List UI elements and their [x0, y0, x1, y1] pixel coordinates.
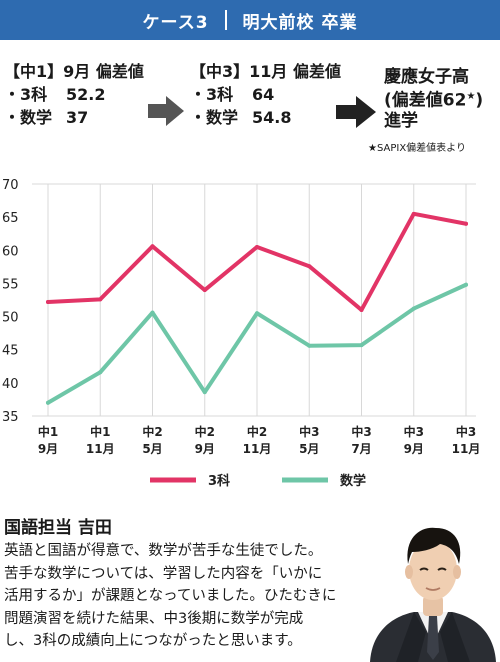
x-tick-label: 中3: [404, 424, 424, 439]
header-divider: [224, 10, 227, 30]
score-label: ・3科: [190, 85, 234, 104]
score-row-math: ・数学 37: [4, 106, 144, 129]
data-point: [359, 307, 364, 312]
data-point: [411, 211, 416, 216]
y-tick-label: 70: [2, 178, 19, 193]
score-label: ・3科: [4, 85, 48, 104]
y-tick-label: 35: [2, 410, 19, 425]
stage-grade3-scores: 【中3】11月 偏差値 ・3科 64 ・数学 54.8: [190, 60, 341, 129]
stage-title: 【中3】11月 偏差値: [190, 62, 341, 81]
score-value: 37: [66, 108, 89, 127]
x-tick-label: 5月: [142, 442, 162, 456]
x-tick-label: 11月: [86, 442, 115, 456]
data-point: [307, 264, 312, 269]
comment-line: 英語と国語が得意で、数学が苦手な生徒でした。: [4, 543, 323, 559]
data-point: [255, 311, 259, 316]
data-point: [255, 244, 259, 249]
result-school: 慶應女子高: [384, 67, 469, 87]
data-point: [150, 310, 155, 315]
star-mark: ★: [466, 91, 476, 102]
stage-title: 【中1】9月 偏差値: [4, 62, 144, 81]
case-label: ケース3: [142, 12, 209, 33]
comment-line: 問題演習を続けた結果、中3後期に数学が完成: [4, 610, 304, 627]
arrow-right-gray-icon: [148, 96, 184, 126]
result-status: 進学: [384, 110, 418, 131]
source-note: ★SAPIX偏差値表より: [368, 143, 466, 154]
x-tick-label: 中3: [456, 424, 476, 439]
data-point: [202, 390, 207, 395]
teacher-portrait-icon: [367, 518, 499, 662]
score-label: ・数学: [4, 108, 53, 127]
x-tick-label: 9月: [195, 442, 215, 456]
data-point: [98, 370, 103, 375]
result-deviation: (偏差値62★): [384, 90, 484, 111]
x-tick-label: 中2: [195, 424, 215, 439]
y-tick-label: 40: [2, 377, 19, 392]
comment-line: 活用するか」が課題となっていました。ひたむきに: [4, 588, 337, 604]
deviation-line-chart: 35 40 45 50 55 60 65 70 中1 9月 中1 11月 中2 5月 中2 9月 中2 11月 中3…: [2, 178, 481, 489]
comment-line: 苦手な数学については、学習した内容を「いかに: [4, 565, 323, 582]
x-tick-label: 9月: [404, 442, 424, 456]
data-point: [464, 221, 468, 226]
data-point: [46, 400, 50, 405]
y-tick-label: 65: [2, 211, 19, 226]
x-tick-label: 9月: [38, 442, 58, 456]
teacher-comment: 英語と国語が得意で、数学が苦手な生徒でした。 苦手な数学については、学習した内容…: [4, 540, 364, 653]
y-tick-label: 50: [2, 311, 19, 326]
data-point: [98, 297, 103, 302]
score-value: 52.2: [66, 85, 106, 104]
data-point: [307, 343, 312, 348]
data-point: [359, 343, 364, 348]
x-tick-label: 中3: [351, 424, 371, 439]
legend-label: 数学: [340, 473, 366, 489]
y-tick-label: 60: [2, 244, 19, 259]
x-tick-label: 7月: [351, 442, 371, 456]
x-tick-label: 11月: [452, 442, 481, 456]
x-tick-label: 11月: [243, 442, 272, 456]
score-value: 64: [252, 85, 275, 104]
comment-line: し、3科の成績向上につながったと思います。: [4, 633, 302, 649]
legend-label: 3科: [208, 473, 230, 489]
school-label: 明大前校 卒業: [242, 12, 358, 33]
score-row-math: ・数学 54.8: [190, 106, 341, 129]
x-tick-label: 5月: [299, 442, 319, 456]
data-point: [46, 299, 50, 304]
score-label: ・数学: [190, 108, 239, 127]
data-point: [202, 288, 207, 293]
x-tick-label: 中2: [142, 424, 162, 439]
x-tick-label: 中1: [38, 424, 58, 439]
score-value: 54.8: [252, 108, 292, 127]
case-header: ケース3 明大前校 卒業: [0, 0, 500, 40]
data-point: [464, 282, 468, 287]
score-row-3ka: ・3科 64: [190, 83, 341, 106]
x-tick-label: 中2: [247, 424, 267, 439]
y-tick-label: 55: [2, 277, 19, 292]
data-point: [150, 244, 155, 249]
score-row-3ka: ・3科 52.2: [4, 83, 144, 106]
admission-result: 慶應女子高 (偏差値62★) 進学: [384, 67, 483, 131]
x-tick-label: 中1: [90, 424, 110, 439]
x-tick-label: 中3: [299, 424, 319, 439]
data-point: [411, 306, 416, 311]
stage-grade1-scores: 【中1】9月 偏差値 ・3科 52.2 ・数学 37: [4, 60, 144, 129]
y-tick-label: 45: [2, 344, 19, 359]
teacher-title: 国語担当 吉田: [4, 518, 112, 538]
arrow-right-black-icon: [336, 96, 376, 128]
